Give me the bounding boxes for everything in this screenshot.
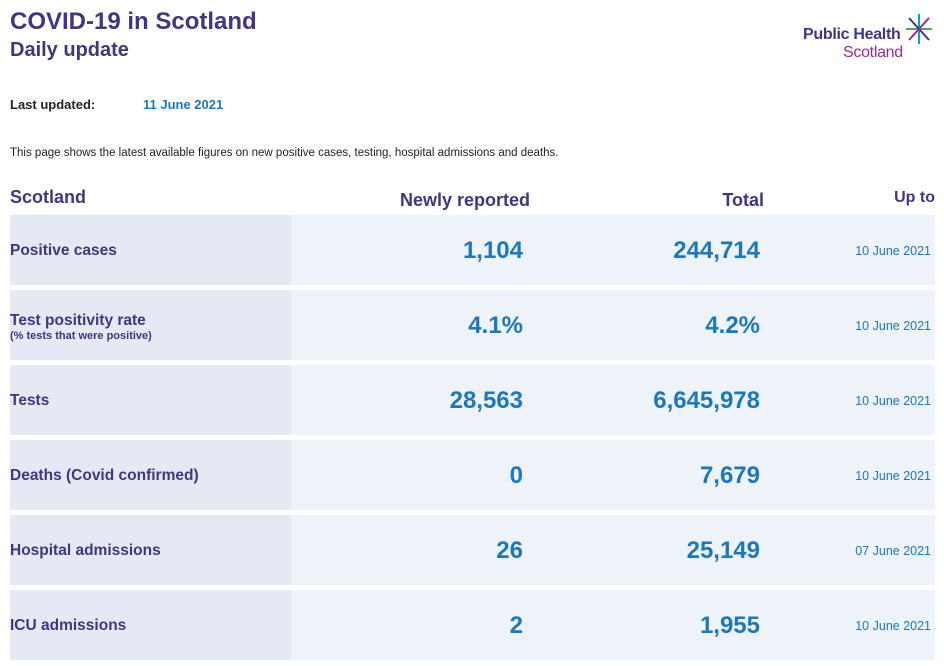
row-newly-reported-value: 26	[496, 537, 523, 564]
row-label-cell	[10, 365, 291, 435]
row-up-to-date: 10 June 2021	[855, 469, 931, 483]
row-label: Tests	[10, 392, 50, 409]
row-total-value: 4.2%	[705, 312, 760, 339]
row-label: Positive cases	[10, 242, 117, 259]
star-burst-icon	[906, 14, 932, 44]
row-newly-reported-value: 0	[509, 462, 523, 489]
table-row-tests: Tests 28,563 6,645,978 10 June 2021	[10, 365, 935, 435]
row-total-value: 7,679	[699, 462, 760, 489]
row-label-cell	[10, 215, 291, 285]
logo-text-line2: Scotland	[843, 44, 903, 61]
logo-text-line1: Public Health	[803, 26, 901, 43]
intro-text: This page shows the latest available fig…	[10, 147, 559, 159]
row-up-to-date: 10 June 2021	[855, 319, 931, 333]
row-newly-reported-value: 28,563	[449, 387, 523, 414]
table-row-icu-admissions: ICU admissions 2 1,955 10 June 2021	[10, 590, 935, 660]
row-up-to-date: 10 June 2021	[855, 394, 931, 408]
row-label-cell	[10, 590, 291, 660]
column-header-newly-reported: Newly reported	[399, 190, 530, 210]
row-label: Test positivity rate	[10, 312, 146, 329]
row-up-to-date: 07 June 2021	[855, 544, 931, 558]
row-label: ICU admissions	[10, 617, 127, 634]
row-total-value: 6,645,978	[653, 387, 760, 414]
row-up-to-date: 10 June 2021	[855, 244, 931, 258]
row-total-value: 1,955	[699, 612, 760, 639]
row-total-value: 25,149	[686, 537, 760, 564]
public-health-scotland-logo[interactable]: Public Health Scotland	[803, 12, 935, 62]
row-label: Deaths (Covid confirmed)	[10, 467, 199, 484]
last-updated-label: Last updated:	[10, 97, 96, 112]
page-title: COVID-19 in Scotland	[10, 8, 257, 35]
row-label: Hospital admissions	[10, 542, 161, 559]
table-row-hospital-admissions: Hospital admissions 26 25,149 07 June 20…	[10, 515, 935, 585]
table-row-test-positivity-rate: Test positivity rate (% tests that were …	[10, 290, 935, 360]
row-newly-reported-value: 2	[509, 612, 523, 639]
table-row-deaths: Deaths (Covid confirmed) 0 7,679 10 June…	[10, 440, 935, 510]
table-row-positive-cases: Positive cases 1,104 244,714 10 June 202…	[10, 215, 935, 285]
row-label-cell	[10, 515, 291, 585]
column-header-up-to: Up to	[894, 189, 935, 206]
row-newly-reported-value: 1,104	[462, 237, 523, 264]
row-total-value: 244,714	[673, 237, 760, 264]
row-label-cell	[10, 290, 291, 360]
row-newly-reported-value: 4.1%	[468, 312, 523, 339]
row-up-to-date: 10 June 2021	[855, 619, 931, 633]
last-updated-value: 11 June 2021	[143, 97, 224, 112]
column-header-region: Scotland	[10, 187, 87, 207]
row-label-cell	[10, 440, 291, 510]
row-sublabel: (% tests that were positive)	[10, 330, 152, 342]
column-header-total: Total	[722, 190, 764, 210]
page-subtitle: Daily update	[10, 39, 129, 61]
